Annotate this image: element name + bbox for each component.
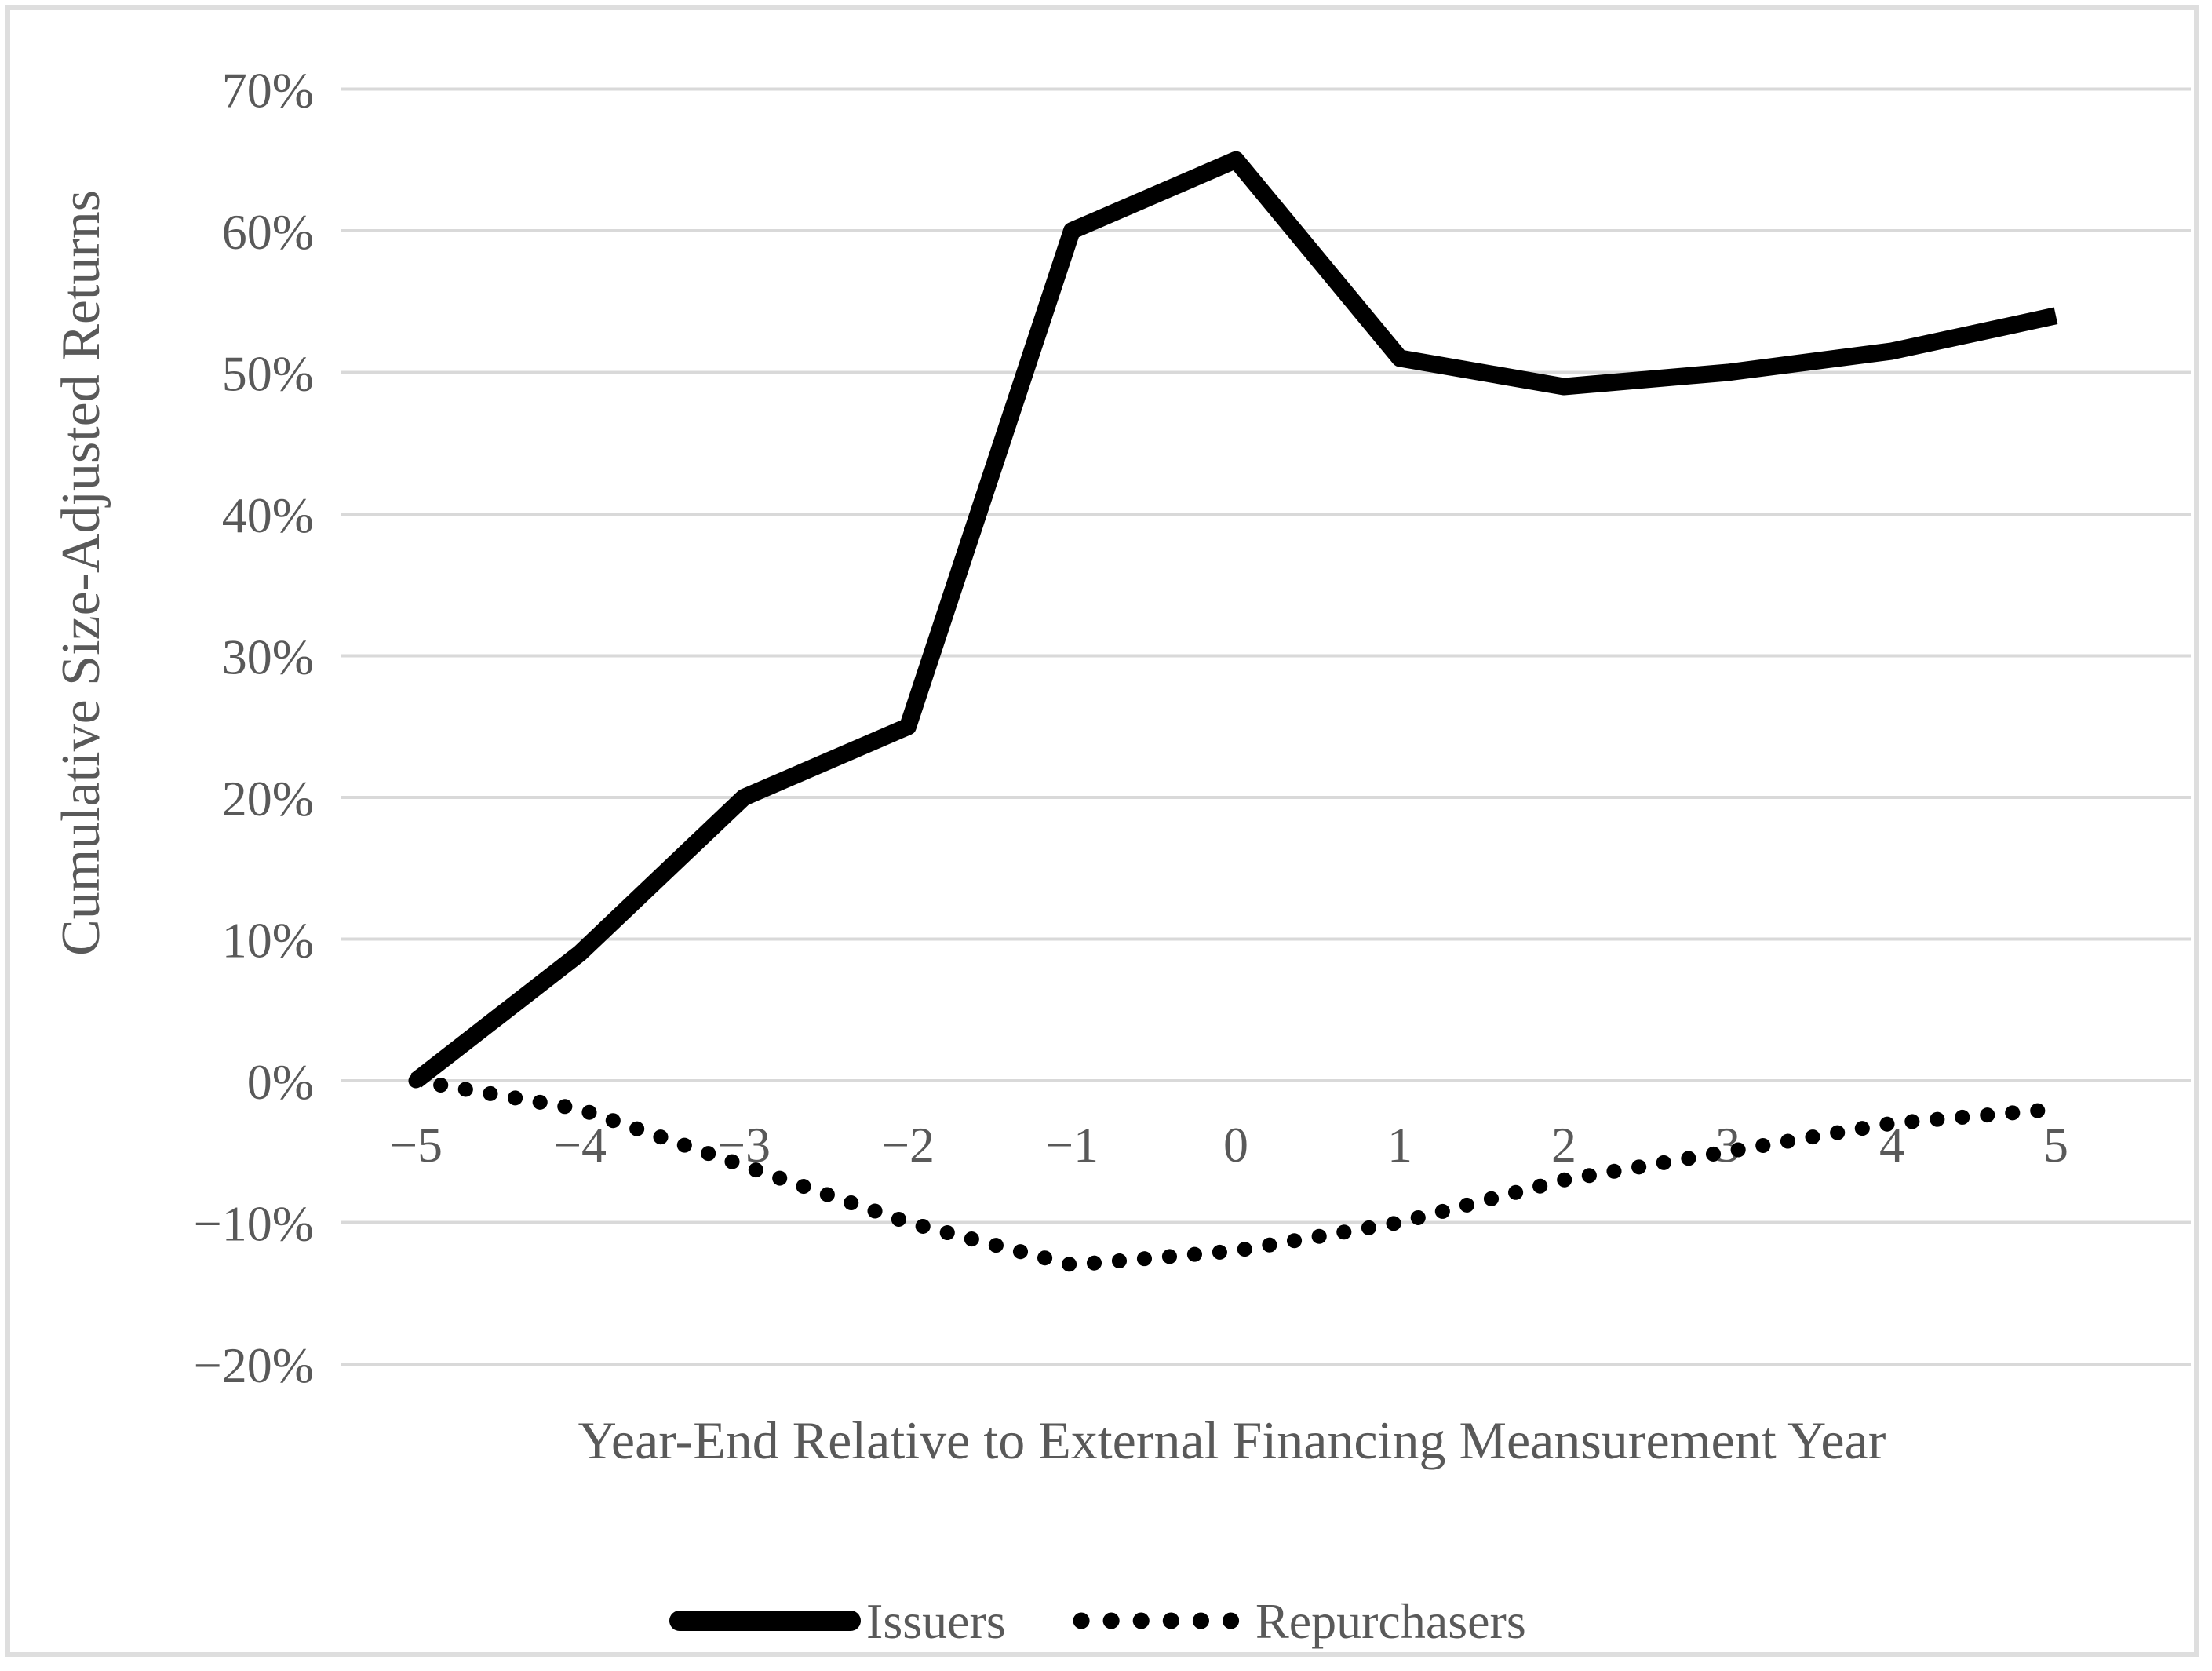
repurchasers-line [408, 1073, 2064, 1273]
x-tick-label: −1 [1045, 1117, 1099, 1173]
y-tick-label: −20% [194, 1337, 314, 1393]
y-tick-label: 40% [222, 487, 314, 543]
legend-repurchasers-label: Repurchasers [1255, 1593, 1526, 1649]
x-tick-label: 1 [1387, 1117, 1412, 1173]
legend: Issuers Repurchasers [669, 1593, 1526, 1649]
x-tick-label: −5 [389, 1117, 443, 1173]
y-axis-tick-labels: 70% 60% 50% 40% 30% 20% 10% 0% −10% −20% [194, 63, 314, 1394]
y-tick-label: 10% [222, 913, 314, 969]
y-tick-label: 0% [247, 1054, 314, 1110]
x-tick-label: −2 [881, 1117, 935, 1173]
y-tick-label: 70% [222, 63, 314, 119]
legend-issuers-label: Issuers [866, 1593, 1006, 1649]
x-tick-label: 0 [1223, 1117, 1248, 1173]
issuers-line [410, 151, 2058, 1088]
series-lines [408, 151, 2064, 1273]
x-axis-title: Year-End Relative to External Financing … [578, 1410, 1886, 1470]
y-tick-label: 20% [222, 771, 314, 826]
y-tick-label: 50% [222, 346, 314, 402]
chart-border [5, 5, 2199, 1657]
x-tick-label: −4 [553, 1117, 607, 1173]
y-tick-label: −10% [194, 1196, 314, 1252]
gridlines [341, 87, 2191, 1366]
y-tick-label: 30% [222, 629, 314, 685]
y-tick-label: 60% [222, 204, 314, 260]
x-tick-label: 5 [2043, 1117, 2068, 1173]
x-tick-label: 2 [1551, 1117, 1576, 1173]
y-axis-title: Cumulative Size-Adjusted Returns [51, 190, 111, 956]
